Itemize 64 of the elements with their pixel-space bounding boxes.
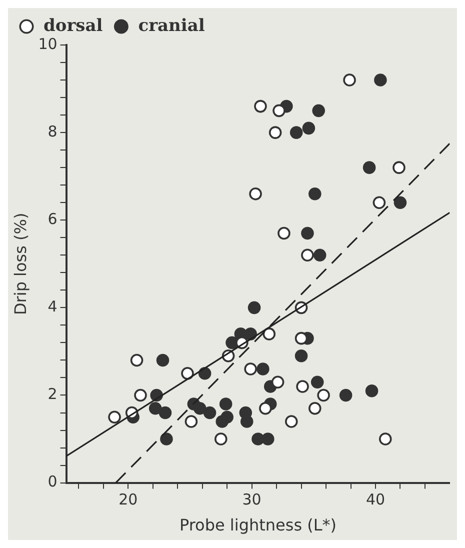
point [296,380,309,393]
legend-label: cranial [138,16,206,36]
point [310,376,324,389]
point [249,187,262,200]
point [284,415,298,428]
point [271,376,284,389]
point [262,328,276,340]
point [193,402,206,415]
point [134,388,147,402]
point [290,126,303,139]
point [308,187,322,200]
point [240,415,254,428]
y-tick-label: 6 [48,210,58,228]
point [343,74,356,86]
point [272,104,286,118]
point [394,196,407,210]
point [158,406,172,420]
point [216,415,229,428]
legend-label: dorsal [44,16,104,36]
y-axis-title: Drip loss (%) [10,212,30,316]
point [259,402,272,415]
y-tick-label: 8 [48,122,58,140]
point [301,226,314,240]
point [252,432,264,446]
x-axis-title: Probe lightness (L*) [179,516,337,535]
point [160,432,173,446]
point [108,410,121,424]
y-tick-label: 0 [48,472,58,491]
point [308,402,322,415]
point [317,388,330,402]
point [302,122,316,135]
point [256,362,270,376]
point [339,388,352,402]
y-tick-label: 10 [38,34,58,53]
point [378,432,392,446]
point [184,415,198,428]
x-tick-label: 40 [366,490,386,509]
point [312,104,325,118]
point [130,354,144,367]
x-tick-label: 30 [242,490,262,509]
point [294,349,308,362]
point [365,384,378,398]
point [301,248,314,262]
y-tick-label: 2 [48,385,58,404]
point [268,126,282,139]
point [372,196,386,210]
point [203,406,216,420]
x-tick-label: 20 [118,490,138,509]
point [219,398,232,410]
point [362,161,376,174]
point [244,362,257,376]
point [156,354,170,367]
point [248,301,261,314]
point [294,332,308,345]
point [261,432,274,446]
y-tick-label: 4 [48,298,58,316]
point [278,226,290,240]
point [148,402,162,415]
point [392,161,406,174]
point [181,366,194,380]
point [254,100,267,113]
point [374,74,387,86]
point [214,432,228,446]
point [313,248,326,262]
